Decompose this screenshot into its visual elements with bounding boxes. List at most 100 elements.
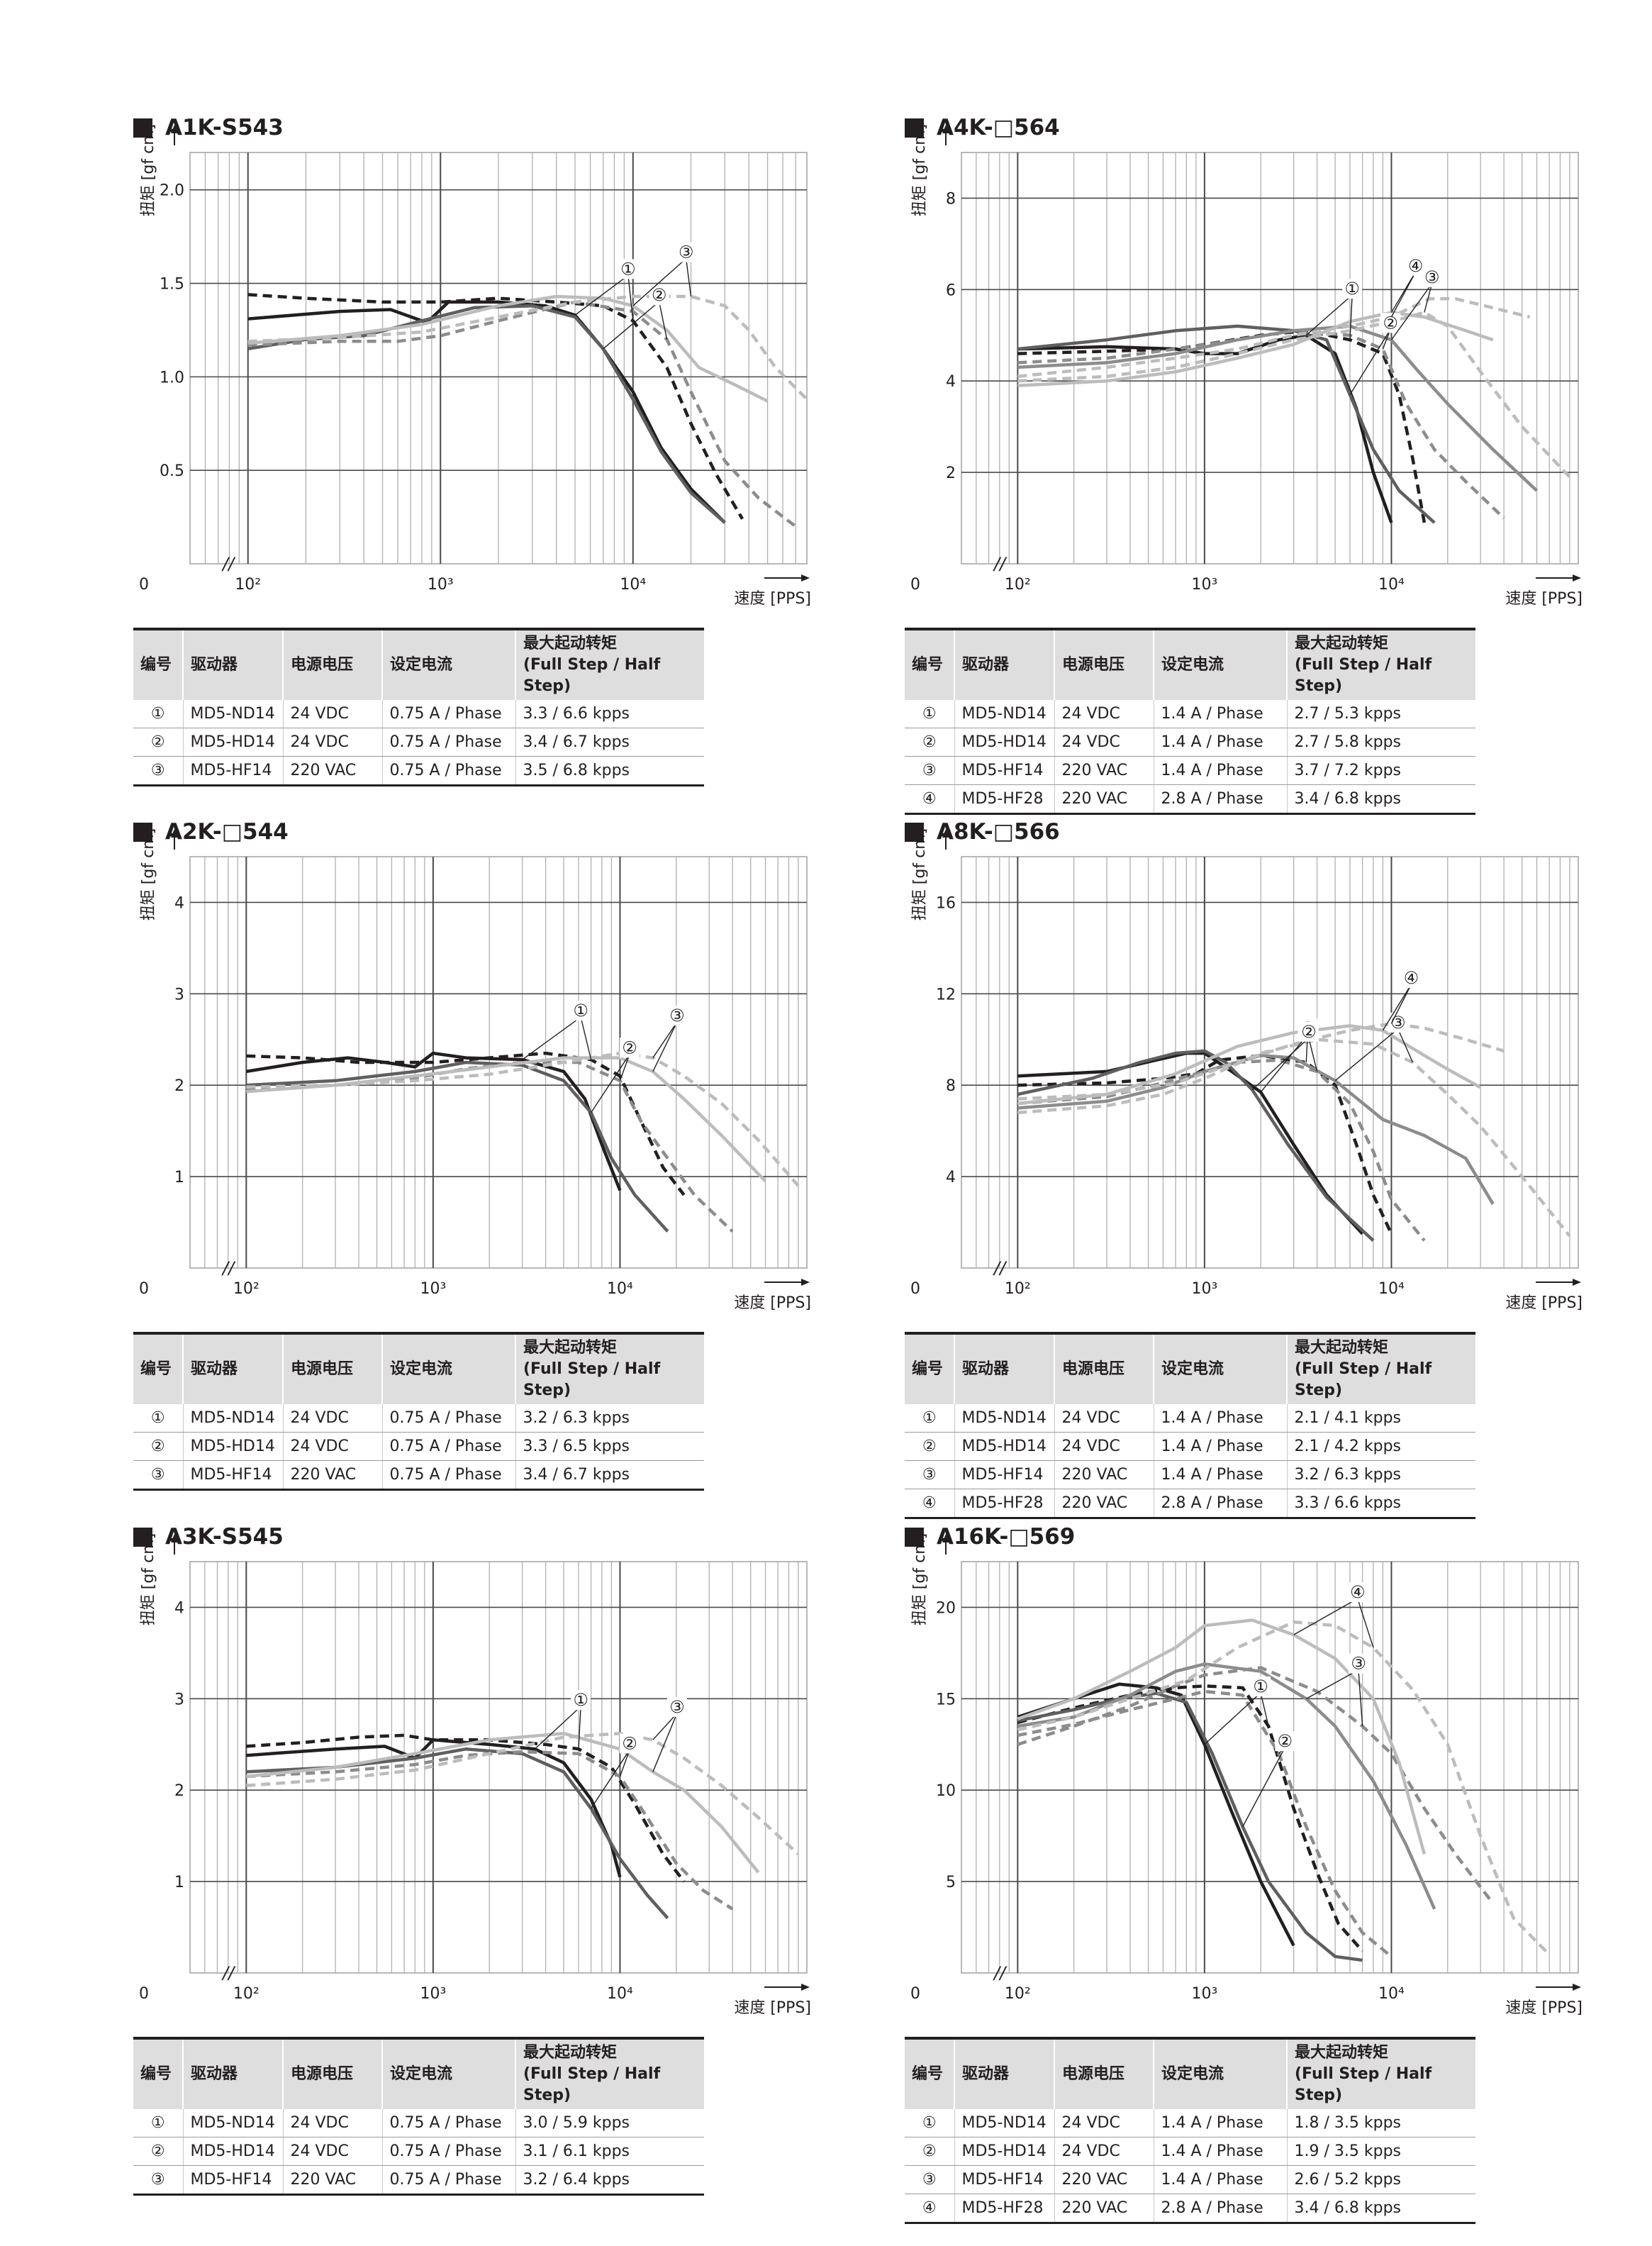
callout-label: ① — [620, 259, 636, 279]
callout-background — [620, 1038, 640, 1058]
callout-leader-line — [1260, 1034, 1308, 1093]
y-tick-label: 2.0 — [160, 182, 184, 200]
axis-break-icon: // — [993, 1258, 1008, 1278]
voltage-cell: 24 VDC — [1054, 2109, 1154, 2137]
y-tick-label: 8 — [946, 190, 956, 208]
x-tick-label: 10⁴ — [1378, 1985, 1405, 2003]
callout-leader-line — [1382, 984, 1412, 1031]
y-tick-label: 2 — [174, 1782, 184, 1800]
row-number: ② — [905, 1432, 955, 1461]
x-axis-label: 速度 [PPS] — [734, 1999, 811, 2017]
current-cell: 2.8 A / Phase — [1154, 784, 1288, 815]
driver-cell: MD5-HD14 — [183, 1432, 284, 1461]
x-tick-label: 10² — [1005, 1985, 1031, 2003]
panel-title-text: A8K-□566 — [937, 819, 1060, 845]
grid — [190, 857, 807, 1268]
axis-break-icon: // — [993, 554, 1008, 574]
current-cell: 2.8 A / Phase — [1154, 2194, 1288, 2224]
header-max-torque: 最大起动转矩 (Full Step / Half Step) — [1287, 1332, 1475, 1404]
series-line — [1017, 1024, 1482, 1106]
chart-panel-a2k-544: A2K-□544 扭矩 [gf cm] 0 1 2 3 4 // 10² 10³ 10⁴ 速度 [P… — [133, 818, 842, 1520]
header-voltage: 电源电压 — [283, 1332, 383, 1404]
x-axis-label: 速度 [PPS] — [1505, 1294, 1583, 1312]
x-tick-label: 10⁴ — [1378, 1280, 1405, 1298]
panel-title-text: A4K-□564 — [937, 115, 1060, 140]
table-row: ④ MD5-HF28 220 VAC 2.8 A / Phase 3.4 / 6.8 k… — [905, 784, 1475, 815]
spec-table-body: ① MD5-ND14 24 VDC 0.75 A / Phase 3.0 / 5.9 k… — [133, 2109, 704, 2196]
current-cell: 0.75 A / Phase — [382, 1404, 516, 1433]
x-axis-label: 速度 [PPS] — [734, 1294, 811, 1312]
y-tick-label: 20 — [936, 1599, 956, 1617]
y-tick-label: 0 — [910, 1280, 920, 1298]
driver-cell: MD5-HF28 — [954, 1489, 1055, 1519]
grid — [961, 1562, 1578, 1973]
row-number: ① — [905, 700, 955, 728]
header-no: 编号 — [133, 2037, 184, 2109]
table-row: ② MD5-HD14 24 VDC 1.4 A / Phase 2.7 / 5.8 kp… — [905, 728, 1475, 757]
y-axis-label: 扭矩 [gf cm] — [911, 1533, 929, 1625]
panel-title-text: A3K-S545 — [165, 1524, 284, 1550]
series-line — [246, 1733, 686, 1883]
header-driver: 驱动器 — [183, 628, 284, 700]
callout-label: ③ — [669, 1006, 685, 1025]
callout-leader-line — [574, 274, 629, 316]
x-tick-label: 10³ — [428, 576, 454, 594]
x-axis-arrow-icon — [801, 1984, 810, 1991]
driver-cell: MD5-HF14 — [183, 756, 284, 786]
voltage-cell: 24 VDC — [283, 1404, 383, 1433]
x-axis-label: 速度 [PPS] — [1505, 1999, 1583, 2017]
y-axis-label: 扭矩 [gf cm] — [140, 124, 157, 216]
current-cell: 1.4 A / Phase — [1154, 1460, 1288, 1489]
y-tick-label: 2 — [174, 1077, 184, 1095]
row-number: ③ — [905, 2165, 955, 2194]
current-cell: 0.75 A / Phase — [382, 756, 516, 786]
driver-cell: MD5-HF28 — [954, 2194, 1055, 2224]
max-torque-cell: 3.2 / 6.3 kpps — [1287, 1460, 1475, 1489]
spec-table-body: ① MD5-ND14 24 VDC 0.75 A / Phase 3.2 / 6.3 k… — [133, 1404, 704, 1491]
row-number: ② — [133, 728, 184, 757]
y-tick-label: 0 — [139, 1280, 149, 1298]
callout-leader-line — [1390, 984, 1412, 1024]
driver-cell: MD5-HF14 — [954, 2165, 1055, 2194]
callout-background — [1380, 313, 1401, 333]
driver-cell: MD5-HF28 — [954, 784, 1055, 815]
current-cell: 0.75 A / Phase — [382, 1460, 516, 1491]
table-row: ① MD5-ND14 24 VDC 0.75 A / Phase 3.0 / 5.9 k… — [133, 2109, 704, 2137]
row-number: ② — [905, 728, 955, 757]
current-cell: 1.4 A / Phase — [1154, 1404, 1288, 1433]
callout-leader-line — [1390, 283, 1433, 340]
callout-leader-line — [578, 1706, 581, 1750]
driver-cell: MD5-ND14 — [954, 2109, 1055, 2137]
callout-leader-line — [627, 275, 634, 321]
driver-cell: MD5-HD14 — [183, 728, 284, 757]
max-torque-cell: 3.2 / 6.4 kpps — [515, 2165, 704, 2196]
plot-frame — [961, 856, 1579, 1269]
callout-leader-line — [534, 1706, 581, 1750]
current-cell: 0.75 A / Phase — [382, 1432, 516, 1461]
callout-background — [571, 1001, 591, 1021]
current-cell: 0.75 A / Phase — [382, 700, 516, 728]
callout-label: ③ — [679, 243, 694, 262]
series-line — [1017, 1682, 1295, 1947]
callout-leader-line — [1349, 328, 1391, 395]
voltage-cell: 24 VDC — [283, 728, 383, 757]
y-tick-label: 6 — [946, 282, 956, 299]
y-axis-arrow-icon — [171, 1534, 178, 1542]
max-torque-cell: 3.4 / 6.7 kpps — [515, 728, 704, 757]
plot-frame — [189, 856, 808, 1269]
y-tick-label: 15 — [936, 1691, 956, 1708]
spec-table: 编号 驱动器 电源电压 设定电流 最大起动转矩 (Full Step / Half… — [905, 628, 1475, 815]
title-bullet-icon — [133, 118, 152, 138]
y-tick-label: 0 — [910, 576, 920, 594]
header-driver: 驱动器 — [954, 2037, 1055, 2109]
row-number: ④ — [905, 784, 955, 815]
x-tick-label: 10² — [1005, 1280, 1031, 1298]
table-row: ② MD5-HD14 24 VDC 1.4 A / Phase 2.1 / 4.2 kp… — [905, 1432, 1475, 1461]
table-row: ③ MD5-HF14 220 VAC 1.4 A / Phase 2.6 / 5.2 k… — [905, 2165, 1475, 2194]
plot-frame — [189, 1561, 808, 1974]
row-number: ② — [905, 2137, 955, 2166]
x-tick-label: 10⁴ — [607, 1985, 633, 2003]
header-max-torque: 最大起动转矩 (Full Step / Half Step) — [1287, 628, 1475, 700]
voltage-cell: 24 VDC — [283, 2137, 383, 2166]
title-bullet-icon — [905, 822, 924, 842]
